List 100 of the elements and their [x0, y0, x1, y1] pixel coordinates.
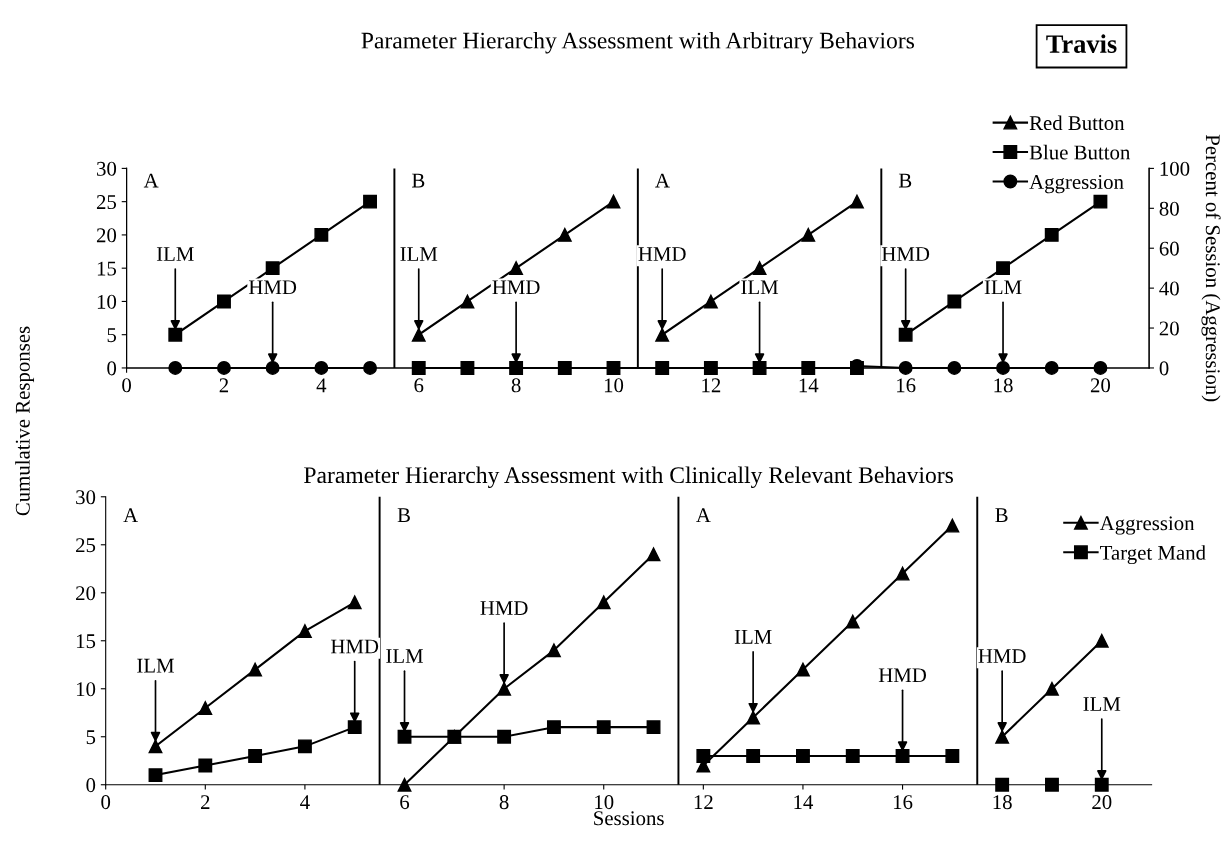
y-tick-label: 20 — [96, 228, 117, 243]
annotation: HMD — [881, 247, 930, 261]
point — [347, 595, 362, 610]
point — [363, 194, 377, 209]
x-tick-label: 2 — [219, 378, 229, 393]
y-tick-label: 5 — [107, 328, 117, 343]
y2-tick-label: 20 — [1159, 321, 1179, 336]
point — [845, 749, 860, 763]
point — [248, 749, 263, 763]
annotation: ILM — [984, 280, 1022, 295]
legend-label: Target Mand — [1100, 545, 1206, 565]
point — [1045, 681, 1059, 696]
point — [898, 327, 913, 342]
point — [497, 729, 512, 744]
x-tick-label: 6 — [414, 378, 424, 393]
x-tick-label: 14 — [794, 795, 814, 809]
x-tick-label: 10 — [604, 378, 624, 393]
point — [497, 681, 512, 696]
point — [248, 662, 263, 677]
text: Travis — [1046, 34, 1117, 53]
y-axis-title: Cumulative Responses — [15, 326, 35, 516]
annotation: ILM — [1083, 697, 1121, 711]
point — [297, 739, 312, 754]
x-tick-label: 16 — [897, 378, 916, 393]
annotation: HMD — [978, 649, 1026, 663]
x-tick-label: 4 — [300, 795, 310, 809]
legend-label: Blue Button — [1029, 144, 1131, 160]
y-tick-label: 25 — [76, 538, 96, 553]
point — [297, 624, 312, 639]
x-tick-label: 6 — [400, 795, 410, 810]
x-tick-label: 12 — [702, 378, 721, 393]
x-tick-label: 18 — [993, 795, 1012, 810]
x-tick-label: 12 — [694, 795, 713, 809]
y2-tick-label: 40 — [1159, 281, 1179, 296]
point — [509, 261, 524, 276]
point — [347, 720, 362, 735]
point — [168, 327, 183, 342]
point — [845, 614, 860, 629]
point — [411, 361, 426, 375]
point — [265, 261, 280, 276]
point — [546, 720, 561, 735]
point — [460, 294, 475, 309]
annotation: HMD — [492, 280, 540, 295]
point — [557, 227, 572, 242]
point — [895, 566, 910, 581]
point — [606, 194, 621, 209]
annotation: ILM — [400, 247, 438, 261]
y-tick-label: 0 — [86, 778, 96, 793]
annotation: B — [995, 508, 1008, 523]
annotation: HMD — [638, 247, 686, 261]
point — [148, 739, 163, 754]
y-tick-label: 15 — [76, 634, 96, 649]
y-tick-label: 25 — [96, 195, 117, 210]
point — [1093, 194, 1108, 209]
chart-title: Parameter Hierarchy Assessment with Arbitrary Behaviors — [361, 31, 915, 54]
point — [801, 227, 816, 242]
annotation: ILM — [386, 649, 423, 663]
point — [596, 595, 611, 610]
x-axis-title: Sessions — [594, 811, 664, 826]
legend-label: Aggression — [1029, 174, 1124, 194]
point — [796, 662, 810, 677]
x-tick-label: 18 — [994, 378, 1013, 393]
point — [996, 261, 1010, 276]
point — [995, 777, 1010, 792]
y2-tick-label: 100 — [1160, 161, 1190, 176]
point — [1094, 633, 1109, 648]
point — [696, 749, 711, 763]
x-tick-label: 2 — [201, 795, 210, 809]
annotation: A — [696, 508, 711, 522]
point — [995, 729, 1010, 744]
annotation: A — [655, 173, 670, 188]
x-tick-label: 14 — [799, 378, 819, 393]
y-tick-label: 15 — [97, 261, 117, 276]
point — [148, 768, 163, 783]
y-tick-label: 0 — [107, 361, 117, 376]
point — [397, 777, 412, 792]
x-tick-label: 10 — [595, 795, 614, 810]
annotation: B — [397, 508, 410, 523]
point — [411, 327, 426, 342]
chart-title: Parameter Hierarchy Assessment with Clinically Relevant Behaviors — [304, 466, 953, 488]
point — [596, 720, 611, 735]
y-tick-label: 30 — [97, 161, 117, 176]
point — [947, 294, 962, 309]
point — [850, 194, 864, 209]
x-tick-label: 0 — [122, 378, 131, 393]
point — [703, 294, 718, 309]
y2-tick-label: 60 — [1159, 241, 1179, 256]
annotation: A — [143, 173, 159, 188]
annotation: ILM — [734, 630, 772, 644]
y-tick-label: 30 — [76, 490, 96, 505]
y2-tick-label: 0 — [1159, 361, 1169, 376]
point — [1044, 227, 1059, 242]
x-tick-label: 8 — [511, 378, 521, 393]
point — [796, 749, 810, 763]
y-tick-label: 10 — [76, 682, 96, 697]
point — [1045, 777, 1059, 792]
point — [509, 361, 524, 375]
point — [746, 710, 761, 725]
point — [397, 729, 412, 744]
annotation: B — [898, 173, 912, 188]
